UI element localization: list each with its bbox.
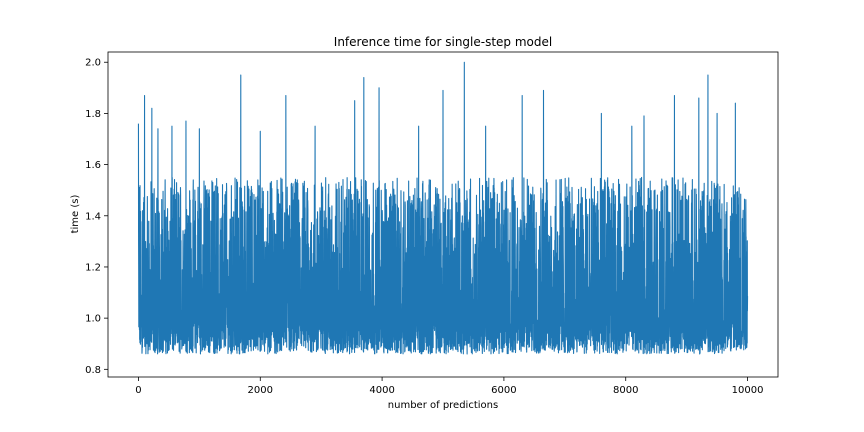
y-tick-label: 1.4: [85, 211, 101, 222]
x-tick-label: 6000: [491, 385, 516, 396]
plot-frame: [107, 51, 779, 378]
y-axis: 0.8 1.0 1.2 1.4 1.6 1.8 2.0: [85, 58, 108, 376]
y-tick-label: 1.2: [85, 262, 101, 273]
x-tick-label: 8000: [613, 385, 638, 396]
series-line-inference-time: [137, 61, 749, 355]
y-tick-label: 2.0: [85, 58, 101, 69]
y-tick-label: 1.6: [85, 160, 101, 171]
y-tick-label: 1.0: [85, 314, 101, 325]
x-tick-label: 4000: [369, 385, 394, 396]
x-tick-label: 2000: [248, 385, 273, 396]
y-tick-label: 0.8: [85, 365, 101, 376]
x-axis-label: number of predictions: [388, 400, 498, 411]
x-axis: 0 2000 4000 6000 8000 10000: [135, 377, 763, 396]
y-tick-label: 1.8: [85, 109, 101, 120]
chart-title: Inference time for single-step model: [334, 35, 552, 49]
x-tick-label: 0: [135, 385, 141, 396]
x-tick-label: 10000: [732, 385, 764, 396]
series-layer: [137, 61, 749, 355]
y-axis-label: time (s): [70, 195, 81, 234]
